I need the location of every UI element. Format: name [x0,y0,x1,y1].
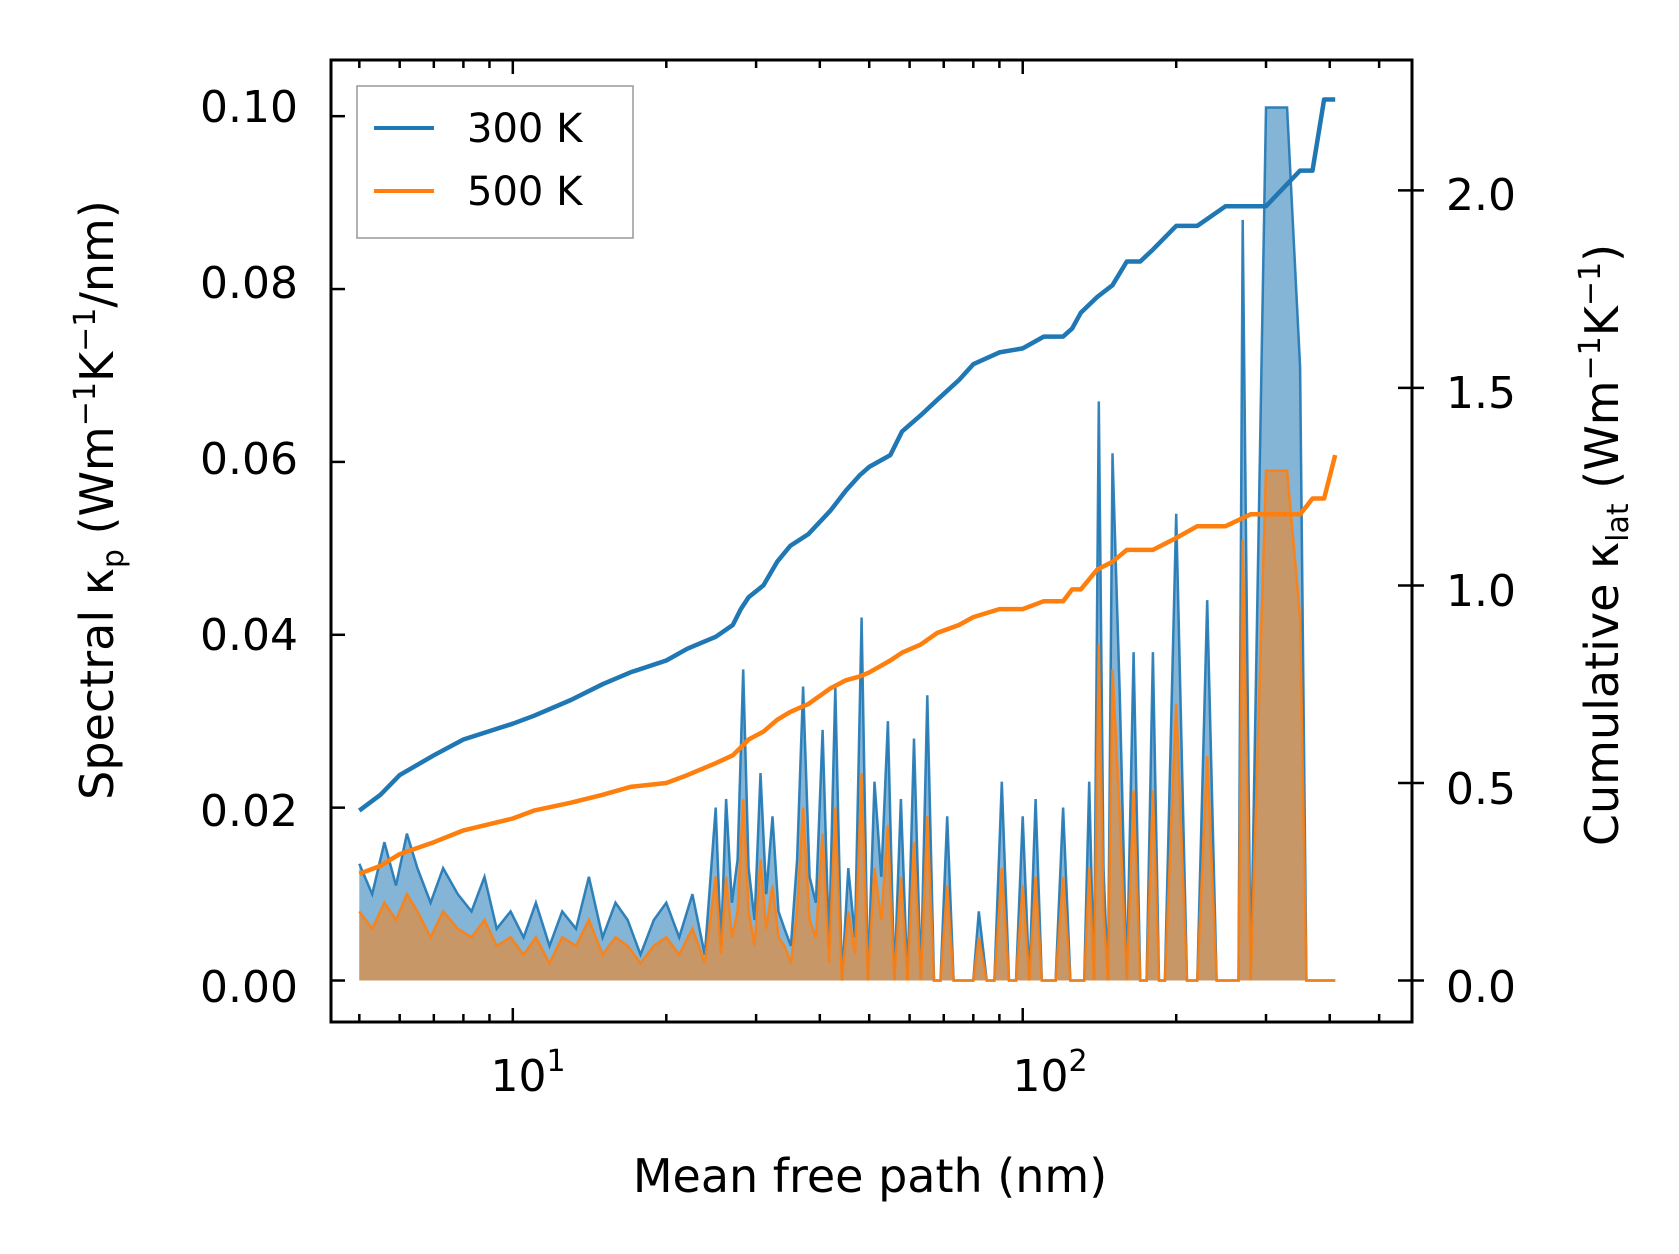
y-right-tick-label-4: 2.0 [1446,170,1516,221]
legend-label-300k: 300 K [467,106,584,152]
axes [329,58,1424,1024]
legend: 300 K 500 K [356,85,634,239]
legend-frame [356,85,634,239]
plot-series-group [357,97,1338,982]
y-left-tick-label-1: 0.02 [200,786,298,837]
legend-label-500k: 500 K [467,169,584,215]
y-left-tick-label-2: 0.04 [200,610,298,661]
plot-area [357,97,1338,982]
spectral-line-500k [358,469,1336,982]
cumulative-line-500k [358,454,1338,876]
spectral-line-300k [358,106,1336,982]
y-left-tick-label-5: 0.10 [200,82,298,133]
cumulative-line-300k [357,97,1336,813]
y-left-tick-label-3: 0.06 [200,434,298,485]
y-right-tick-label-2: 1.0 [1446,566,1516,617]
x-axis-title: Mean free path (nm) [633,1149,1107,1203]
y-right-tick-label-0: 0.0 [1446,962,1516,1013]
axes-frame [329,58,1414,1024]
y-right-tick-label-3: 1.5 [1446,368,1516,419]
y-left-tick-label-0: 0.00 [200,962,298,1013]
y-left-axis-title: Spectral κp (Wm−1K−1/nm) [68,200,131,800]
y-right-tick-label-1: 0.5 [1446,764,1516,815]
x-tick-label-100: 102 [1012,1044,1087,1102]
x-tick-label-10: 101 [490,1044,565,1102]
y-right-axis-title: Cumulative κlat (Wm−1K−1) [1573,244,1636,846]
y-left-tick-label-4: 0.08 [200,258,298,309]
